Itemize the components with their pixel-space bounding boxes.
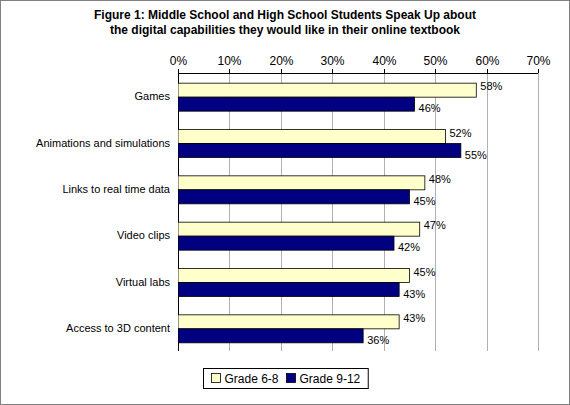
category-label: Animations and simulations: [36, 137, 170, 149]
bar: [178, 269, 409, 283]
chart: Figure 1: Middle School and High School …: [0, 0, 570, 405]
bar: [178, 315, 399, 329]
grid-line: [281, 73, 282, 351]
category-axis: [178, 73, 179, 351]
bar: [178, 83, 476, 97]
tick-mark: [384, 69, 385, 73]
grid-line: [229, 73, 230, 351]
grid-line: [538, 73, 539, 351]
grid-line: [384, 73, 385, 351]
legend-label: Grade 9-12: [300, 372, 361, 386]
title: Figure 1: Middle School and High School …: [94, 8, 476, 22]
bar: [178, 144, 461, 158]
value-axis: [178, 73, 538, 74]
bar: [178, 329, 363, 343]
data-label: 45%: [413, 266, 435, 278]
tick-mark: [487, 69, 488, 73]
bar: [178, 190, 409, 204]
data-label: 48%: [429, 173, 451, 185]
bars: [178, 83, 476, 343]
grid-line: [487, 73, 488, 351]
tick-mark: [229, 69, 230, 73]
data-label: 45%: [413, 195, 435, 207]
tick-label: 10%: [217, 54, 241, 68]
tick-mark: [538, 69, 539, 73]
tick-label: 70%: [526, 54, 550, 68]
chart-border: [1, 1, 570, 405]
data-label: 52%: [449, 127, 471, 139]
tick-mark: [332, 69, 333, 73]
data-label: 43%: [403, 288, 425, 300]
bar: [178, 222, 420, 236]
data-label: 36%: [367, 334, 389, 346]
category-label: Links to real time data: [62, 183, 170, 195]
tick-label: 30%: [320, 54, 344, 68]
category-label: Games: [135, 90, 171, 102]
tick-mark: [435, 69, 436, 73]
tick-label: 0%: [170, 54, 188, 68]
grid-line: [435, 73, 436, 351]
title: the digital capabilities they would like…: [110, 23, 460, 37]
legend-swatch: [212, 374, 221, 383]
data-label: 46%: [419, 102, 441, 114]
bar: [178, 176, 425, 190]
grid-line: [178, 73, 179, 351]
legend: Grade 6-8 Grade 9-12: [204, 369, 369, 389]
tick-label: 50%: [423, 54, 447, 68]
data-label: 58%: [480, 80, 502, 92]
tick-mark: [178, 69, 179, 73]
tick-label: 60%: [475, 54, 499, 68]
data-label: 42%: [398, 241, 420, 253]
category-label: Access to 3D content: [66, 322, 170, 334]
data-label: 55%: [465, 149, 487, 161]
tick-label: 40%: [372, 54, 396, 68]
bar: [178, 236, 394, 250]
tick-mark: [281, 69, 282, 73]
bar: [178, 130, 445, 144]
legend-box: [204, 369, 369, 389]
grid-line: [332, 73, 333, 351]
legend-label: Grade 6-8: [225, 372, 279, 386]
tick-label: 20%: [269, 54, 293, 68]
category-label: Video clips: [117, 229, 170, 241]
data-label: 43%: [403, 312, 425, 324]
category-label: Virtual labs: [116, 276, 171, 288]
bar: [178, 97, 415, 111]
legend-swatch: [287, 374, 296, 383]
bar: [178, 283, 399, 297]
data-label: 47%: [424, 219, 446, 231]
